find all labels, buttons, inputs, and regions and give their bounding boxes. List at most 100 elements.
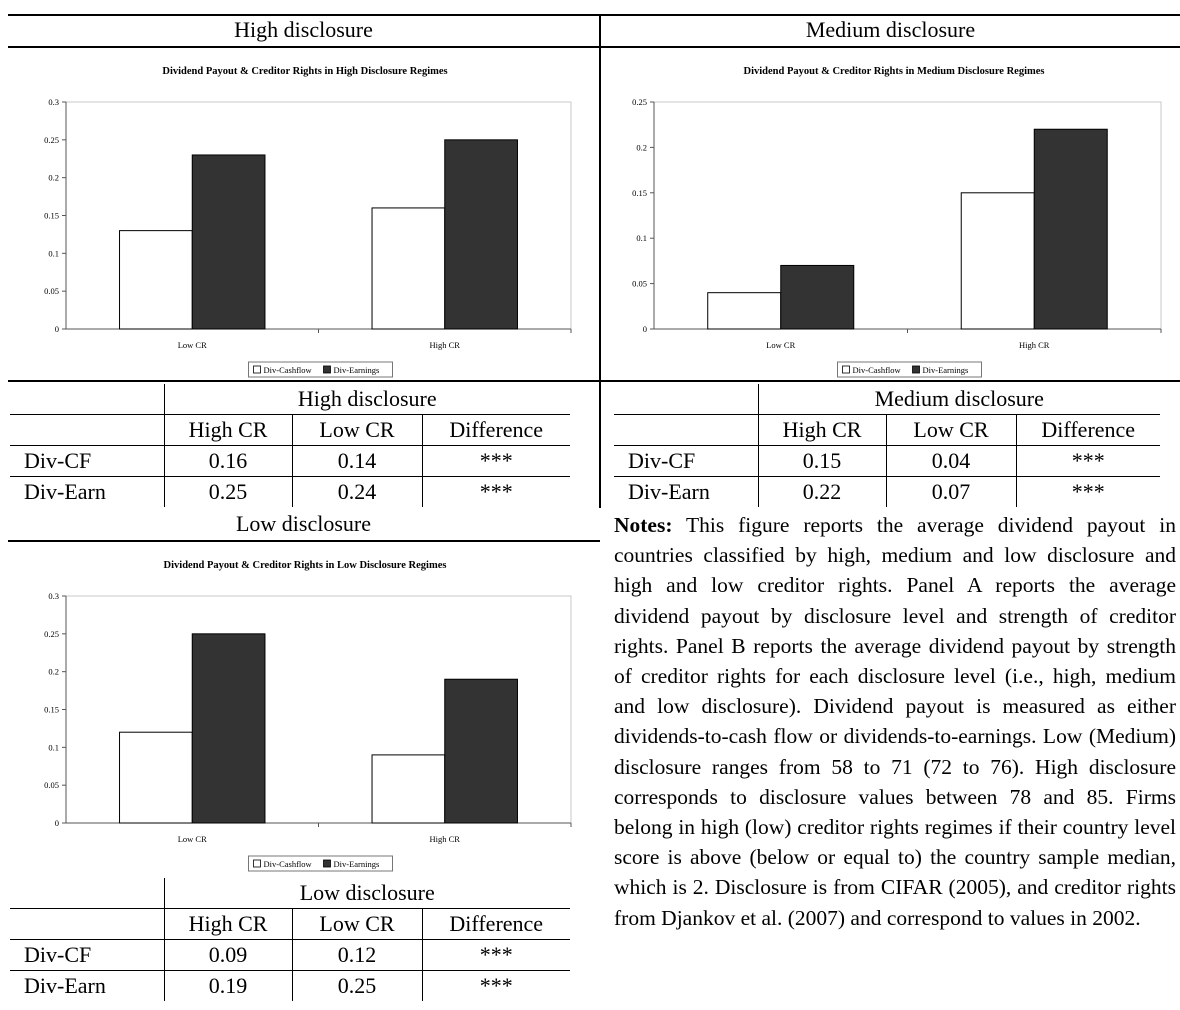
- panel-header-low: Low disclosure: [235, 511, 372, 536]
- column-header: Low CR: [885, 414, 1016, 446]
- table-cell: ***: [1015, 476, 1160, 507]
- bar-div-earnings: [191, 154, 266, 330]
- table-corner: [10, 878, 164, 909]
- y-tick-label: 0.2: [48, 667, 59, 677]
- stats-table-medium: Medium disclosure High CR Low CR Differe…: [614, 384, 1160, 507]
- legend-swatch: [912, 365, 920, 374]
- legend-swatch: [323, 365, 331, 374]
- column-header: High CR: [757, 414, 886, 446]
- legend-label: Div-Cashflow: [264, 365, 313, 375]
- table-cell: 0.04: [885, 445, 1016, 477]
- legend-label: Div-Cashflow: [853, 365, 902, 375]
- y-tick-label: 0.25: [44, 135, 59, 145]
- table-cell: ***: [421, 970, 570, 1001]
- x-tick-label: Low CR: [178, 834, 207, 844]
- x-tick-label: High CR: [1019, 340, 1050, 350]
- y-tick-label: 0.1: [48, 248, 59, 258]
- y-tick-label: 0.2: [48, 173, 59, 183]
- table-group-header: High disclosure: [163, 384, 570, 415]
- y-tick-label: 0.15: [632, 188, 647, 198]
- table-cell: 0.19: [163, 970, 292, 1001]
- table-cell: 0.22: [757, 476, 886, 507]
- center-divider: [599, 14, 601, 508]
- table-cell: ***: [421, 476, 570, 507]
- table-cell: ***: [1015, 445, 1160, 477]
- table-cell: 0.25: [291, 970, 422, 1001]
- bar-div-cashflow: [707, 292, 782, 330]
- legend-swatch: [253, 859, 261, 868]
- y-tick-label: 0.3: [48, 591, 59, 601]
- column-header: Difference: [421, 414, 570, 446]
- table-corner: [10, 415, 164, 446]
- column-header: Difference: [421, 908, 570, 940]
- header-rule-top: [8, 46, 1180, 48]
- y-tick-label: 0.1: [48, 742, 59, 752]
- table-cell: 0.25: [163, 476, 292, 507]
- table-corner: [614, 415, 758, 446]
- row-label: Div-CF: [24, 942, 92, 967]
- legend-label: Div-Earnings: [334, 859, 380, 869]
- table-group-header: Medium disclosure: [757, 384, 1160, 415]
- chart-title: Dividend Payout & Creditor Rights in Med…: [744, 66, 1045, 77]
- bar-div-earnings: [1033, 128, 1108, 330]
- table-row: Div-CF 0.09 0.12 ***: [10, 939, 570, 971]
- notes-text: This figure reports the average dividend…: [614, 513, 1176, 930]
- row-label: Div-CF: [628, 448, 696, 473]
- table-cell: 0.16: [163, 445, 292, 477]
- bar-div-cashflow: [119, 230, 193, 330]
- column-header: Difference: [1015, 414, 1160, 446]
- table-corner: [10, 909, 164, 940]
- table-corner: [10, 384, 164, 415]
- y-tick-label: 0.15: [44, 705, 59, 715]
- y-tick-label: 0.25: [44, 629, 59, 639]
- table-cell: 0.07: [885, 476, 1016, 507]
- legend-swatch: [842, 365, 850, 374]
- top-rule: [8, 14, 1180, 16]
- column-header: Low CR: [291, 908, 422, 940]
- legend-swatch: [253, 365, 261, 374]
- table-corner: [614, 384, 758, 415]
- table-row: Div-CF 0.16 0.14 ***: [10, 445, 570, 477]
- chart-title: Dividend Payout & Creditor Rights in Hig…: [162, 66, 447, 77]
- row-label: Div-CF: [24, 448, 92, 473]
- x-tick-label: High CR: [430, 340, 461, 350]
- y-tick-label: 0: [643, 324, 647, 334]
- y-tick-label: 0: [55, 818, 59, 828]
- table-cell: 0.09: [163, 939, 292, 971]
- panel-header-medium: Medium disclosure: [805, 17, 976, 42]
- table-cell: 0.15: [757, 445, 886, 477]
- legend-label: Div-Earnings: [923, 365, 969, 375]
- y-tick-label: 0.05: [44, 780, 59, 790]
- column-header: Low CR: [291, 414, 422, 446]
- table-row: Div-Earn 0.19 0.25 ***: [10, 970, 570, 1001]
- bar-div-cashflow: [119, 731, 193, 824]
- bar-div-cashflow: [960, 192, 1035, 330]
- y-tick-label: 0.05: [44, 286, 59, 296]
- table-group-header: Low disclosure: [163, 878, 570, 909]
- bar-div-earnings: [191, 633, 266, 824]
- stats-table-low: Low disclosure High CR Low CR Difference…: [10, 878, 570, 1001]
- bar-div-earnings: [444, 139, 518, 330]
- chart-row-bottom-rule: [8, 380, 1180, 382]
- x-tick-label: Low CR: [178, 340, 207, 350]
- y-tick-label: 0.3: [48, 97, 59, 107]
- y-tick-label: 0: [55, 324, 59, 334]
- table-cell: 0.24: [291, 476, 422, 507]
- y-tick-label: 0.1: [636, 233, 647, 243]
- chart-low-disclosure: Dividend Payout & Creditor Rights in Low…: [44, 560, 572, 872]
- table-cell: 0.14: [291, 445, 422, 477]
- row-label: Div-Earn: [24, 479, 106, 504]
- chart-high-disclosure: Dividend Payout & Creditor Rights in Hig…: [44, 66, 572, 378]
- notes-label: Notes:: [614, 513, 673, 537]
- y-tick-label: 0.2: [636, 142, 647, 152]
- x-tick-label: High CR: [430, 834, 461, 844]
- low-header-bottom-rule: [8, 540, 600, 542]
- chart-medium-disclosure: Dividend Payout & Creditor Rights in Med…: [632, 66, 1162, 378]
- legend-box: [837, 361, 982, 378]
- x-tick-label: Low CR: [766, 340, 795, 350]
- bar-div-earnings: [780, 264, 855, 330]
- table-row: Div-Earn 0.25 0.24 ***: [10, 476, 570, 507]
- figure-notes: Notes: This figure reports the average d…: [614, 510, 1176, 1008]
- bar-div-earnings: [444, 678, 518, 824]
- y-tick-label: 0.05: [632, 279, 647, 289]
